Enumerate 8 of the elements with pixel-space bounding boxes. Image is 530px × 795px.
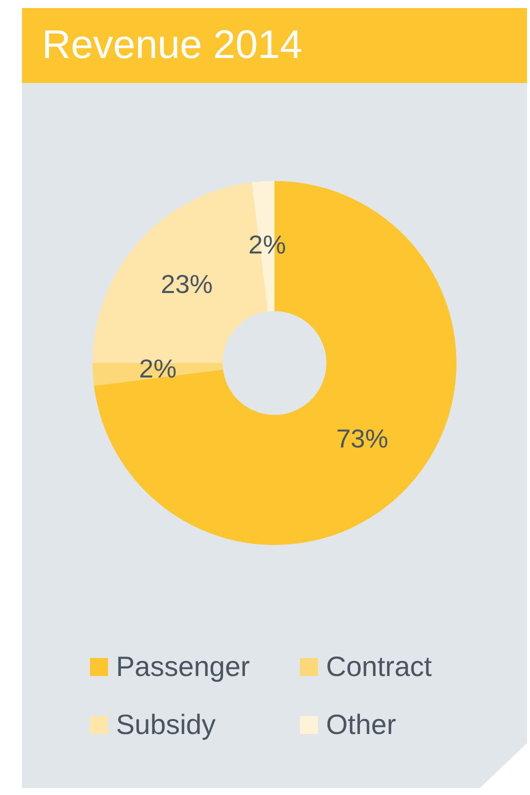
chart-title: Revenue 2014	[22, 8, 527, 83]
data-label: 2%	[138, 354, 177, 384]
legend-label: Passenger	[116, 651, 250, 683]
data-label: 23%	[160, 268, 213, 299]
legend-label: Other	[326, 709, 396, 741]
legend-label: Subsidy	[116, 709, 216, 741]
legend-label: Contract	[326, 651, 432, 683]
data-label: 73%	[336, 424, 388, 454]
